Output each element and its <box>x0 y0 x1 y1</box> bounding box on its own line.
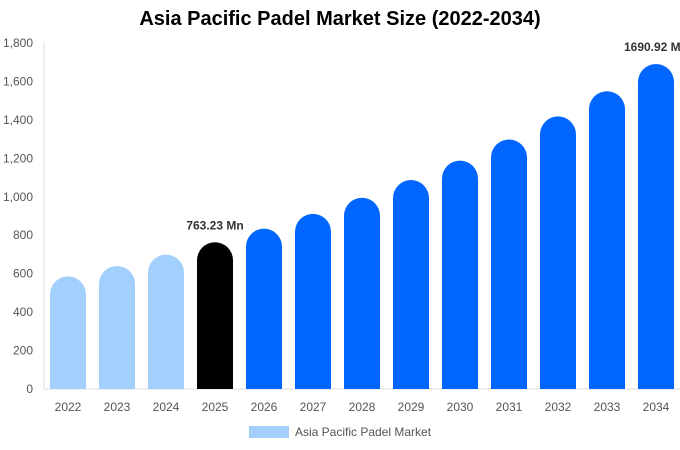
bar-2022 <box>50 276 86 389</box>
bar-2029 <box>393 180 429 389</box>
x-tick-label: 2034 <box>643 400 670 414</box>
x-tick-label: 2033 <box>594 400 621 414</box>
y-tick-label: 0 <box>26 382 33 396</box>
x-tick-label: 2023 <box>104 400 131 414</box>
x-tick-label: 2024 <box>153 400 180 414</box>
x-tick-label: 2030 <box>447 400 474 414</box>
bar-2023 <box>99 265 135 389</box>
bar-2034 <box>638 63 674 390</box>
data-label-2034: 1690.92 Mn <box>624 40 680 54</box>
x-tick-label: 2025 <box>202 400 229 414</box>
legend-swatch <box>248 426 289 438</box>
x-tick-label: 2026 <box>251 400 278 414</box>
y-tick-label: 1,600 <box>3 74 33 88</box>
bar-2032 <box>540 116 576 389</box>
bar-2033 <box>589 91 625 390</box>
bar-2026 <box>246 228 282 389</box>
x-tick-label: 2027 <box>300 400 327 414</box>
y-tick-label: 1,800 <box>3 36 33 50</box>
bar-2024 <box>148 254 184 389</box>
y-tick-label: 1,200 <box>3 151 33 165</box>
x-tick-label: 2031 <box>496 400 523 414</box>
legend-label: Asia Pacific Padel Market <box>294 425 432 439</box>
y-tick-label: 600 <box>13 267 33 281</box>
legend: Asia Pacific Padel Market <box>0 425 680 439</box>
x-tick-label: 2028 <box>349 400 376 414</box>
bar-2025 <box>197 242 233 389</box>
y-tick-label: 800 <box>13 228 33 242</box>
chart-title: Asia Pacific Padel Market Size (2022-203… <box>139 8 541 30</box>
bar-2030 <box>442 160 478 389</box>
y-tick-label: 1,400 <box>3 113 33 127</box>
bar-2027 <box>295 213 331 389</box>
data-label-2025: 763.23 Mn <box>186 218 243 232</box>
x-tick-label: 2029 <box>398 400 425 414</box>
x-tick-label: 2032 <box>545 400 572 414</box>
x-tick-label: 2022 <box>55 400 82 414</box>
bar-2031 <box>491 139 527 389</box>
y-tick-label: 200 <box>13 344 33 358</box>
y-tick-label: 1,000 <box>3 190 33 204</box>
bar-2028 <box>344 197 380 389</box>
y-tick-label: 400 <box>13 305 33 319</box>
